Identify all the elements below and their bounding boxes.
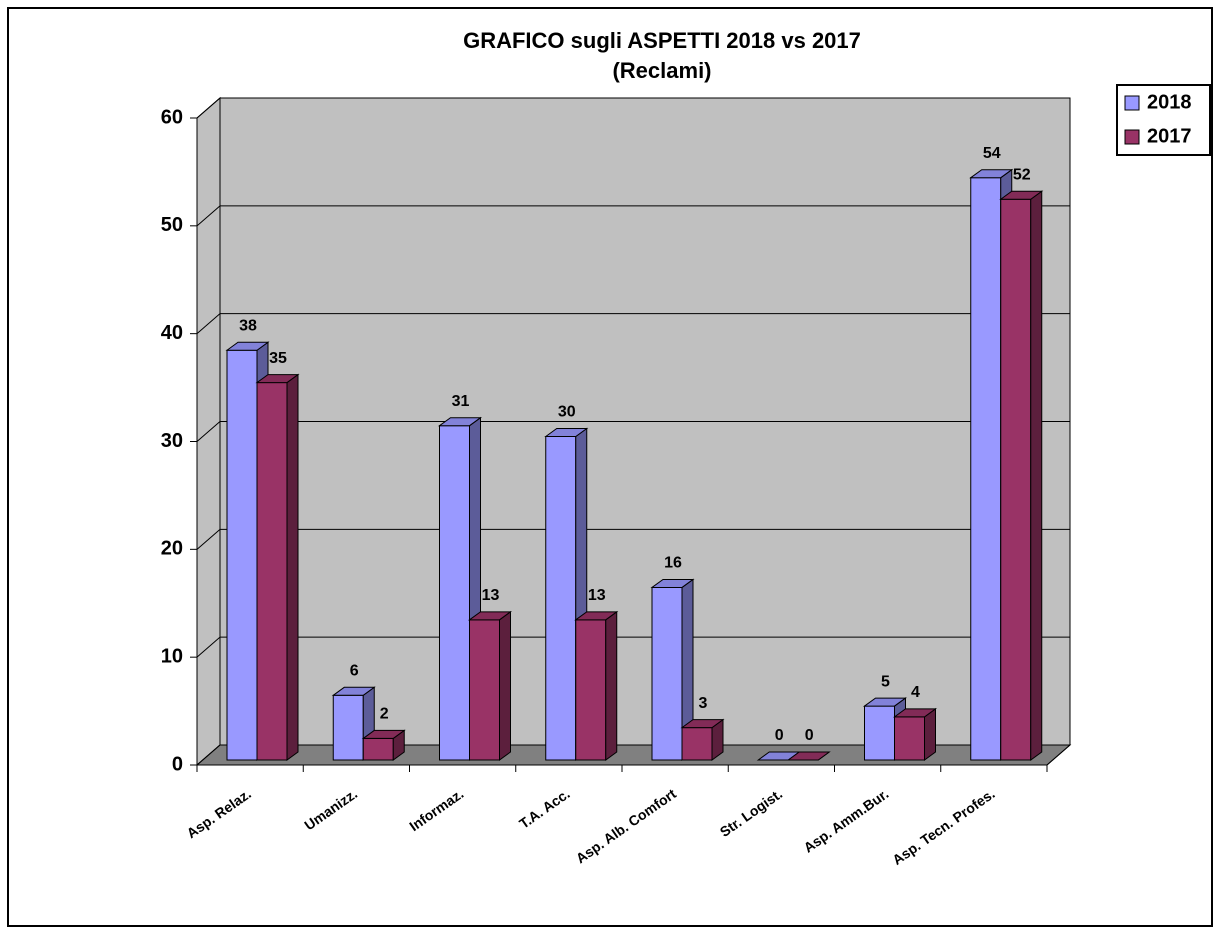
bar-top — [680, 719, 725, 729]
bar-top — [467, 611, 513, 621]
bar-front — [1000, 198, 1032, 761]
legend-label: 2017 — [1147, 125, 1192, 147]
data-label: 54 — [983, 145, 1001, 162]
data-label: 35 — [269, 350, 287, 367]
bar-top — [225, 341, 270, 351]
bar-front — [362, 737, 394, 761]
bar-top — [786, 751, 831, 761]
bar — [574, 610, 619, 761]
bar-top — [361, 729, 406, 739]
bar-front — [575, 619, 607, 761]
bar-top — [544, 428, 589, 437]
data-label: 6 — [350, 663, 359, 680]
bar-top — [892, 708, 938, 718]
bar — [650, 578, 695, 761]
legend-label: 2018 — [1147, 91, 1192, 113]
bar — [361, 729, 406, 761]
grid-line — [196, 636, 1070, 658]
y-tick-label: 0 — [172, 753, 183, 775]
grid-line — [196, 313, 1070, 335]
grid-line — [196, 421, 1070, 442]
y-tick-label: 60 — [161, 106, 183, 128]
data-label: 13 — [482, 587, 500, 604]
y-tick-label: 40 — [161, 322, 183, 344]
bar-top — [999, 190, 1044, 200]
bar-side — [499, 610, 511, 761]
data-label: 38 — [239, 317, 257, 334]
grid-line — [196, 744, 1070, 766]
bar-side — [605, 610, 618, 761]
bar-side — [286, 373, 299, 761]
grid-line — [196, 97, 1070, 119]
bar-front — [226, 349, 258, 761]
bar-top — [862, 697, 908, 707]
bar — [999, 190, 1044, 761]
bar — [786, 751, 831, 761]
bar-front — [439, 425, 470, 761]
bar-side — [1030, 190, 1043, 761]
grid-line — [196, 205, 1070, 227]
grid-line — [196, 528, 1070, 550]
y-tick-label: 10 — [161, 645, 183, 667]
floor — [195, 744, 1072, 766]
data-label: 2 — [380, 706, 389, 723]
data-label: 31 — [452, 393, 470, 410]
data-label: 4 — [911, 684, 920, 701]
bar-top — [650, 578, 695, 588]
bar-top — [437, 417, 483, 427]
bar — [892, 707, 938, 761]
data-label: 0 — [775, 727, 784, 744]
data-label: 5 — [881, 673, 890, 690]
bar-top — [574, 611, 619, 621]
bar-front — [681, 727, 713, 761]
legend-swatch — [1124, 95, 1140, 111]
bar — [680, 718, 725, 761]
data-label: 3 — [699, 695, 708, 712]
y-tick-label: 50 — [161, 214, 183, 236]
data-label: 52 — [1013, 166, 1031, 183]
bar-front — [970, 177, 1002, 761]
data-label: 30 — [558, 404, 576, 421]
bar-front — [864, 705, 895, 761]
y-tick-label: 30 — [161, 430, 183, 452]
bar-front — [469, 619, 500, 761]
bar-front — [332, 694, 364, 761]
y-tick-label: 20 — [161, 538, 183, 560]
bar-top — [331, 686, 376, 696]
bar-top — [255, 374, 300, 384]
bar-front — [651, 586, 683, 761]
chart-subtitle: (Reclami) — [612, 58, 711, 83]
bar — [467, 610, 513, 761]
bar-front — [256, 382, 288, 761]
chart-title: GRAFICO sugli ASPETTI 2018 vs 2017 — [463, 28, 861, 53]
data-label: 0 — [805, 727, 814, 744]
legend-swatch — [1124, 129, 1140, 145]
bar — [255, 373, 300, 761]
bar-top — [969, 169, 1014, 179]
data-label: 13 — [588, 587, 606, 604]
bar-front — [894, 716, 925, 761]
bar-side — [924, 707, 936, 761]
data-label: 16 — [664, 555, 682, 572]
bar-front — [545, 436, 577, 761]
